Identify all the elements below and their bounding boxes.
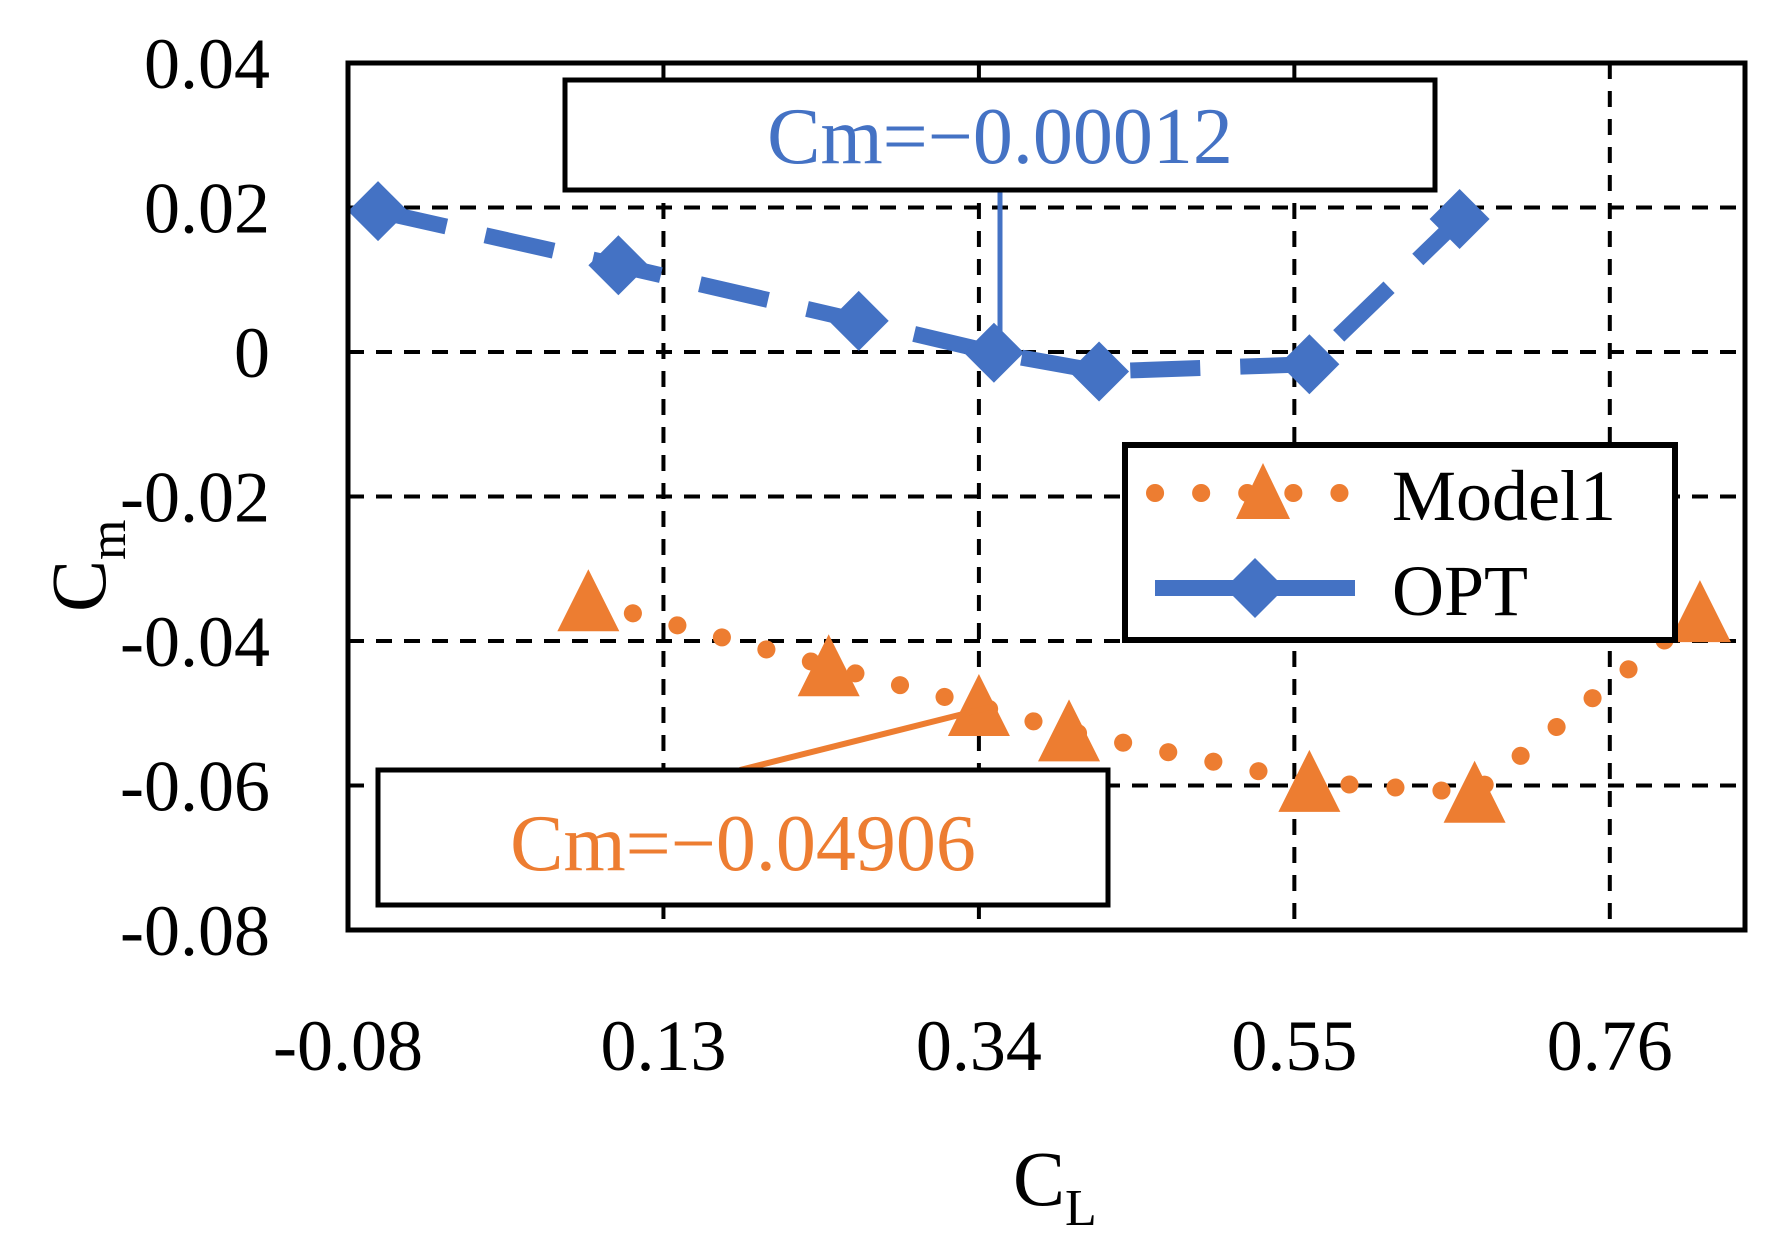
y-tick-label: -0.04 <box>120 602 270 682</box>
opt-annotation-text: Cm=−0.00012 <box>767 93 1233 181</box>
model1-annotation-box <box>375 767 1111 908</box>
legend-opt-label: OPT <box>1392 551 1528 631</box>
x-tick-label: -0.08 <box>273 1006 423 1086</box>
y-tick-label: -0.08 <box>120 891 270 971</box>
y-axis-title-subscript: m <box>80 520 137 560</box>
model1-annotation-leader <box>739 703 996 773</box>
legend-opt-marker <box>1225 558 1285 618</box>
legend: Model1 OPT <box>1122 442 1678 643</box>
opt-data-point <box>348 181 409 242</box>
opt-annotation-box <box>562 77 1438 193</box>
x-tick-label: 0.13 <box>600 1006 726 1086</box>
opt-data-point <box>828 290 889 351</box>
legend-box <box>1122 442 1678 643</box>
x-tick-label: 0.55 <box>1231 1006 1357 1086</box>
model1-data-point <box>1038 699 1101 762</box>
model1-data-point <box>1443 760 1506 823</box>
y-tick-label: -0.06 <box>120 747 270 827</box>
model1-data-point <box>1278 749 1341 812</box>
y-axis-title: C <box>35 560 122 612</box>
opt-data-point <box>1279 334 1340 395</box>
legend-model1-marker <box>1236 463 1290 519</box>
series-layer <box>348 181 1731 823</box>
y-tick-labels: 0.04 0.02 0 -0.02 -0.04 -0.06 -0.08 <box>120 24 270 971</box>
x-tick-label: 0.34 <box>916 1006 1042 1086</box>
legend-model1-label: Model1 <box>1392 456 1616 536</box>
opt-data-point <box>588 235 649 296</box>
y-tick-label: -0.02 <box>120 458 270 538</box>
y-tick-label: 0 <box>234 313 270 393</box>
opt-data-point <box>963 322 1024 383</box>
x-axis-title-subscript: L <box>1065 1180 1097 1237</box>
model1-data-point <box>947 674 1010 737</box>
model1-data-point <box>797 634 860 697</box>
y-tick-label: 0.02 <box>144 169 270 249</box>
legend-item-model1: Model1 <box>1146 456 1616 536</box>
x-tick-labels: -0.08 0.13 0.34 0.55 0.76 <box>273 1006 1673 1086</box>
model1-data-point <box>1668 580 1731 643</box>
model1-data-point <box>557 569 620 632</box>
opt-data-point <box>1069 341 1130 402</box>
model1-annotation-text: Cm=−0.04906 <box>510 800 976 888</box>
x-tick-label: 0.76 <box>1547 1006 1673 1086</box>
x-axis-title: C <box>1013 1135 1065 1222</box>
legend-item-opt: OPT <box>1155 551 1528 631</box>
opt-data-point <box>1429 189 1490 250</box>
plot-frame <box>345 60 1748 933</box>
y-tick-label: 0.04 <box>144 24 270 104</box>
